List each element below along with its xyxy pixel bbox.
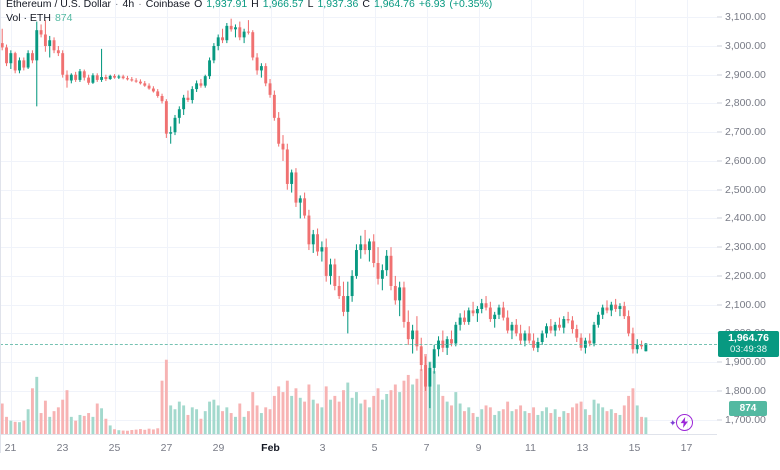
price-tick-label: 1,900.00 — [725, 356, 766, 369]
sparkle-icon: ✦ — [669, 418, 677, 428]
price-axis-divider — [0, 0, 1, 453]
price-tick-label: 2,900.00 — [725, 68, 766, 81]
time-tick-label: 5 — [371, 442, 378, 454]
time-axis[interactable]: 21 23 25 27 29 Feb 3 5 7 9 11 13 15 17 — [0, 435, 717, 470]
volume-value-badge[interactable]: 874 — [729, 401, 767, 417]
time-tick-label: 29 — [212, 442, 225, 454]
price-tick-mark — [717, 246, 722, 248]
price-axis[interactable]: 3,100.00 3,000.00 2,900.00 2,800.00 2,700.00… — [717, 0, 780, 434]
price-tick-label: 2,300.00 — [725, 241, 766, 254]
candlestick-plot — [0, 0, 717, 434]
price-tick-mark — [717, 361, 722, 363]
price-tick-label: 3,000.00 — [725, 39, 766, 52]
price-tick-mark — [717, 275, 722, 277]
price-tick-mark — [717, 160, 722, 162]
price-tick-label: 1,800.00 — [725, 384, 766, 397]
time-tick-label: 23 — [56, 442, 69, 454]
price-tick-label: 2,700.00 — [725, 126, 766, 139]
price-tick-label: 2,800.00 — [725, 97, 766, 110]
time-tick-label: 25 — [108, 442, 121, 454]
time-tick-label: 11 — [525, 442, 536, 454]
time-tick-label: 21 — [4, 442, 17, 454]
price-tick-mark — [717, 102, 722, 104]
current-price-value: 1,964.76 — [728, 331, 769, 344]
time-tick-label: 9 — [475, 442, 482, 454]
price-tick-mark — [717, 304, 722, 306]
time-tick-label: 27 — [160, 442, 173, 454]
time-tick-label: 15 — [628, 442, 641, 454]
axis-corner — [717, 435, 780, 470]
price-tick-mark — [717, 131, 722, 133]
price-tick-label: 1,700.00 — [725, 413, 766, 426]
price-tick-mark — [717, 45, 722, 47]
time-axis-divider — [0, 434, 717, 435]
price-tick-mark — [717, 217, 722, 219]
price-tick-label: 2,200.00 — [725, 269, 766, 282]
price-tick-label: 2,400.00 — [725, 212, 766, 225]
time-tick-label: 7 — [423, 442, 430, 454]
price-tick-mark — [717, 390, 722, 392]
time-tick-label: 3 — [319, 442, 326, 454]
current-price-line — [0, 343, 717, 345]
price-tick-mark — [717, 189, 722, 191]
time-tick-label: 13 — [576, 442, 589, 454]
price-tick-mark — [717, 74, 722, 76]
current-price-badge[interactable]: 1,964.76 03:49:38 — [718, 330, 779, 357]
chart-pane[interactable] — [0, 0, 717, 434]
price-tick-label: 3,100.00 — [725, 11, 766, 24]
bar-countdown: 03:49:38 — [730, 343, 767, 355]
price-tick-mark — [717, 16, 722, 18]
time-tick-label: 17 — [680, 442, 693, 454]
price-tick-label: 2,100.00 — [725, 298, 766, 311]
time-tick-label: Feb — [261, 442, 280, 454]
price-tick-label: 2,500.00 — [725, 183, 766, 196]
price-tick-mark — [717, 419, 722, 421]
price-tick-label: 2,600.00 — [725, 154, 766, 167]
lightning-bolt-icon[interactable] — [676, 414, 693, 431]
